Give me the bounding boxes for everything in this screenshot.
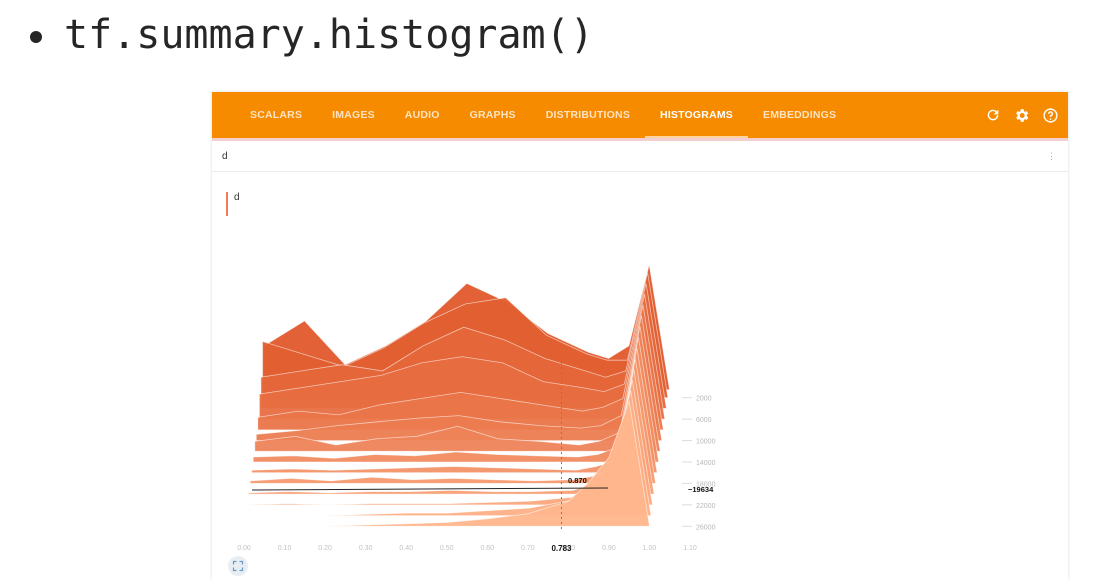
tab-embeddings[interactable]: EMBEDDINGS — [763, 109, 837, 121]
header-underline — [212, 138, 1068, 141]
tab-images[interactable]: IMAGES — [332, 109, 375, 121]
slide-title: tf.summary.histogram() — [30, 12, 594, 58]
y-tick-label: 6000 — [696, 417, 712, 424]
tab-distributions[interactable]: DISTRIBUTIONS — [545, 109, 631, 121]
header-icons — [983, 92, 1060, 138]
tensorboard-header: SCALARS IMAGES AUDIO GRAPHS DISTRIBUTION… — [212, 92, 1068, 138]
bullet-dot — [30, 31, 42, 43]
card-tag: d — [226, 192, 240, 216]
section-header-d[interactable]: d ⋮ — [212, 141, 1068, 172]
y-tick-label: 2000 — [696, 396, 712, 403]
x-tick-label: 0.10 — [278, 545, 292, 552]
hover-x-label: 0.783 — [551, 544, 572, 553]
tab-graphs[interactable]: GRAPHS — [469, 109, 516, 121]
y-tick-label: 22000 — [696, 503, 716, 510]
tab-scalars[interactable]: SCALARS — [250, 109, 303, 121]
x-tick-label: 0.30 — [359, 545, 373, 552]
x-tick-label: 0.20 — [318, 545, 332, 552]
histogram-trace — [259, 294, 666, 420]
x-tick-label: 0.90 — [602, 545, 616, 552]
hover-trace-line — [251, 487, 609, 491]
hover-step-label: −19634 — [688, 485, 714, 494]
x-tick-label: 0.50 — [440, 545, 454, 552]
x-tick-label: 1.10 — [683, 545, 697, 552]
x-tick-label: 0.40 — [399, 545, 413, 552]
slide-title-text: tf.summary.histogram() — [64, 12, 594, 58]
fullscreen-button[interactable] — [228, 556, 248, 576]
y-tick-label: 10000 — [696, 439, 716, 446]
card-tag-label: d — [234, 192, 240, 203]
refresh-icon[interactable] — [983, 106, 1002, 125]
hover-y-label: 0.870 — [568, 476, 587, 485]
section-more-icon[interactable]: ⋮ — [1047, 150, 1056, 161]
settings-gear-icon[interactable] — [1012, 106, 1031, 125]
y-tick-label: 18000 — [696, 481, 716, 488]
expand-icon — [232, 560, 244, 572]
section-title: d — [222, 150, 228, 162]
tab-audio[interactable]: AUDIO — [404, 109, 440, 121]
card-color-bar — [226, 192, 228, 216]
x-tick-label: 1.00 — [643, 545, 657, 552]
x-tick-label: 0.00 — [237, 545, 251, 552]
x-tick-label: 0.80 — [562, 545, 576, 552]
tensorboard-window: SCALARS IMAGES AUDIO GRAPHS DISTRIBUTION… — [212, 92, 1068, 580]
histogram-chart[interactable]: 2000 6000 10000 14000 18000 22000 26000 0.00 0.1… — [212, 92, 1068, 580]
tab-histograms[interactable]: HISTOGRAMS — [645, 92, 748, 138]
x-tick-label: 0.60 — [480, 545, 494, 552]
y-tick-label: 14000 — [696, 460, 716, 467]
help-icon[interactable] — [1041, 106, 1060, 125]
y-tick-label: 26000 — [696, 524, 716, 531]
histogram-trace — [260, 283, 667, 409]
histogram-trace — [244, 399, 650, 527]
x-tick-label: 0.70 — [521, 545, 535, 552]
